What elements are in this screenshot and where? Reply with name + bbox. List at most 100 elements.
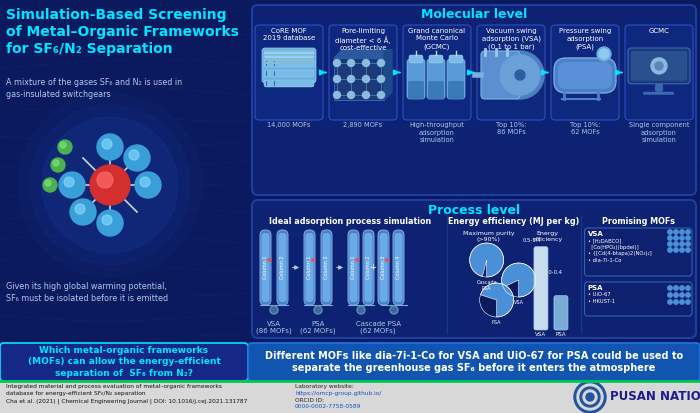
Circle shape (599, 49, 609, 59)
FancyBboxPatch shape (252, 5, 696, 195)
Text: Simulation-Based Screening
of Metal–Organic Frameworks
for SF₆/N₂ Separation: Simulation-Based Screening of Metal–Orga… (6, 8, 239, 55)
Text: PUSAN NATIONAL UNIVERSITY: PUSAN NATIONAL UNIVERSITY (610, 391, 700, 404)
Circle shape (363, 59, 370, 66)
FancyBboxPatch shape (264, 54, 314, 56)
Text: Integrated material and process evaluation of metal–organic frameworks: Integrated material and process evaluati… (6, 384, 222, 389)
Text: Different MOFs like dia-7i-1-Co for VSA and UiO-67 for PSA could be used to
sepa: Different MOFs like dia-7i-1-Co for VSA … (265, 351, 683, 373)
Circle shape (124, 145, 150, 171)
Circle shape (90, 165, 130, 205)
Circle shape (58, 140, 72, 154)
Circle shape (668, 230, 672, 234)
Circle shape (686, 242, 690, 246)
FancyBboxPatch shape (262, 233, 270, 302)
FancyBboxPatch shape (448, 81, 464, 99)
FancyBboxPatch shape (554, 58, 616, 93)
Circle shape (59, 172, 85, 198)
FancyBboxPatch shape (365, 233, 372, 302)
FancyBboxPatch shape (321, 230, 332, 305)
Text: VSA: VSA (514, 300, 524, 305)
Text: Laboratory website:: Laboratory website: (295, 384, 354, 389)
FancyBboxPatch shape (378, 230, 389, 305)
Circle shape (53, 160, 59, 166)
Text: Cascade PSA
(62 MOFs): Cascade PSA (62 MOFs) (356, 321, 400, 335)
Text: 0.10-0.4: 0.10-0.4 (541, 270, 563, 275)
Circle shape (502, 263, 536, 297)
FancyBboxPatch shape (409, 55, 423, 63)
Circle shape (680, 242, 684, 246)
FancyBboxPatch shape (625, 25, 693, 120)
FancyBboxPatch shape (393, 230, 404, 305)
Text: Energy efficiency (MJ per kg): Energy efficiency (MJ per kg) (448, 218, 580, 226)
Text: 14,000 MOFs: 14,000 MOFs (267, 122, 311, 128)
Circle shape (347, 76, 354, 83)
Text: Column 1: Column 1 (351, 256, 356, 279)
Text: Column 4: Column 4 (396, 256, 401, 279)
FancyBboxPatch shape (323, 233, 330, 302)
FancyBboxPatch shape (655, 84, 663, 92)
Circle shape (377, 76, 384, 83)
Circle shape (668, 286, 672, 290)
Bar (0, 381, 700, 413)
Circle shape (316, 308, 321, 313)
Circle shape (51, 158, 65, 172)
Circle shape (333, 59, 340, 66)
Circle shape (129, 150, 139, 160)
FancyBboxPatch shape (305, 233, 314, 302)
Text: Molecular level: Molecular level (421, 9, 527, 21)
Text: ORCID ID:: ORCID ID: (295, 398, 324, 403)
Circle shape (686, 230, 690, 234)
Circle shape (680, 236, 684, 240)
FancyBboxPatch shape (408, 81, 424, 99)
Circle shape (18, 93, 202, 277)
FancyBboxPatch shape (449, 55, 463, 63)
Circle shape (651, 58, 667, 74)
FancyBboxPatch shape (349, 233, 358, 302)
Circle shape (668, 248, 672, 252)
FancyBboxPatch shape (558, 62, 612, 89)
Text: Process level: Process level (428, 204, 520, 216)
Circle shape (496, 51, 544, 99)
Circle shape (668, 236, 672, 240)
Circle shape (680, 300, 684, 304)
Text: Grand canonical
Monte Carlo
(GCMC): Grand canonical Monte Carlo (GCMC) (408, 28, 466, 50)
Polygon shape (384, 50, 392, 100)
Circle shape (97, 134, 123, 160)
FancyBboxPatch shape (264, 80, 314, 87)
FancyBboxPatch shape (403, 25, 471, 120)
Polygon shape (334, 50, 392, 58)
Circle shape (674, 230, 678, 234)
Text: Column 2: Column 2 (366, 256, 371, 279)
Circle shape (500, 55, 540, 95)
Circle shape (70, 199, 96, 225)
FancyBboxPatch shape (264, 60, 314, 67)
Circle shape (45, 180, 51, 186)
Circle shape (358, 308, 363, 313)
Circle shape (674, 293, 678, 297)
Circle shape (333, 92, 340, 98)
Circle shape (655, 62, 663, 70)
Circle shape (347, 92, 354, 98)
Circle shape (674, 242, 678, 246)
Circle shape (668, 293, 672, 297)
Text: 0000-0002-7758-0589: 0000-0002-7758-0589 (295, 404, 361, 409)
Text: Which metal-organic frameworks
(MOFs) can allow the energy-efficient
separation : Which metal-organic frameworks (MOFs) ca… (27, 346, 221, 378)
Text: 2,890 MOFs: 2,890 MOFs (344, 122, 383, 128)
Circle shape (272, 308, 276, 313)
Circle shape (515, 70, 525, 80)
Circle shape (680, 248, 684, 252)
Text: Pore-limiting
diameter < 6 Å,
cost-effective: Pore-limiting diameter < 6 Å, cost-effec… (335, 28, 391, 51)
FancyBboxPatch shape (481, 51, 520, 99)
Circle shape (391, 308, 396, 313)
Text: PSA: PSA (587, 285, 603, 291)
FancyBboxPatch shape (279, 233, 286, 302)
Circle shape (43, 178, 57, 192)
Circle shape (102, 139, 112, 149)
Circle shape (597, 47, 611, 61)
FancyBboxPatch shape (447, 59, 465, 99)
Circle shape (586, 393, 594, 401)
Circle shape (686, 286, 690, 290)
FancyBboxPatch shape (628, 48, 690, 84)
Text: CoRE MOF
2019 database: CoRE MOF 2019 database (263, 28, 315, 41)
FancyBboxPatch shape (0, 343, 248, 381)
FancyBboxPatch shape (248, 343, 700, 381)
